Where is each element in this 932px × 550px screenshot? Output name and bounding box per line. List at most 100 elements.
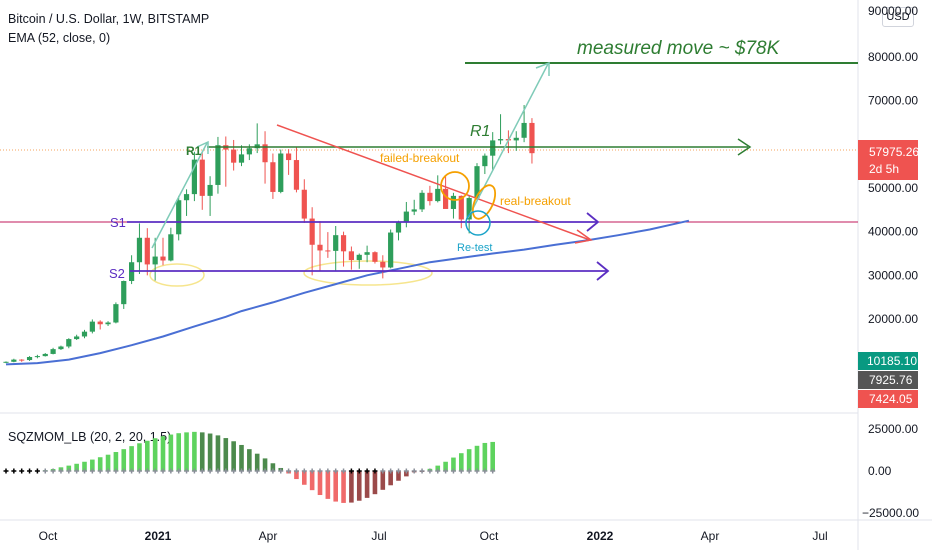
candle bbox=[293, 146, 300, 193]
candle bbox=[50, 347, 56, 355]
candle-body bbox=[325, 250, 331, 252]
candle bbox=[333, 225, 339, 271]
currency-badge[interactable]: USD bbox=[882, 7, 914, 27]
oscillator-bar bbox=[168, 434, 174, 471]
oscillator-bar bbox=[309, 471, 315, 491]
candle-body bbox=[301, 189, 307, 219]
oscillator-axis: 25000.00 0.00 −25000.00 bbox=[862, 422, 919, 520]
candle bbox=[81, 329, 88, 339]
oscillator-bar bbox=[145, 440, 150, 471]
oscillator-bar bbox=[90, 459, 95, 471]
oscillator-bar bbox=[333, 471, 338, 502]
candle-body bbox=[26, 356, 33, 361]
oscillator-bar bbox=[82, 461, 87, 471]
time-tick: Apr bbox=[259, 529, 278, 543]
measured-move-label: measured move ~ $78K bbox=[577, 38, 781, 59]
candle bbox=[160, 237, 166, 266]
oscillator-bar bbox=[129, 446, 134, 471]
candle bbox=[168, 227, 174, 262]
oscillator-bar bbox=[490, 441, 495, 471]
candle bbox=[348, 246, 354, 270]
candle-body bbox=[262, 144, 268, 163]
r1-arrowhead bbox=[737, 138, 752, 156]
candle bbox=[207, 176, 213, 216]
candle-body bbox=[270, 162, 276, 192]
candle-body bbox=[74, 336, 80, 340]
oscillator-bar bbox=[404, 471, 409, 477]
candle-body bbox=[427, 192, 433, 202]
price-tick: 80000.00 bbox=[868, 50, 918, 64]
candle-body bbox=[278, 153, 284, 192]
drawings-back bbox=[0, 149, 858, 287]
candle bbox=[317, 221, 323, 271]
oscillator-bar bbox=[270, 463, 276, 471]
down-trendline bbox=[276, 124, 591, 241]
candle bbox=[136, 223, 143, 275]
candle bbox=[388, 229, 394, 269]
candle bbox=[26, 356, 33, 361]
oscillator-bar bbox=[105, 454, 111, 471]
real-breakout-ellipse bbox=[471, 184, 497, 220]
candle bbox=[325, 232, 331, 258]
candle-body bbox=[411, 209, 417, 212]
candle bbox=[443, 176, 449, 209]
candle-body bbox=[66, 339, 72, 347]
oscillator-bar bbox=[113, 452, 119, 471]
oscillator-tick: 25000.00 bbox=[868, 422, 918, 436]
candle bbox=[490, 132, 496, 171]
candle-body bbox=[395, 222, 402, 233]
oscillator-bar bbox=[341, 471, 346, 503]
candle-body bbox=[50, 349, 56, 354]
price-tick: 20000.00 bbox=[868, 312, 918, 326]
oscillator-bar bbox=[262, 458, 268, 471]
oscillator-bar bbox=[459, 453, 464, 471]
candle-body bbox=[458, 195, 464, 220]
s2-label: S2 bbox=[109, 266, 125, 281]
oscillator-bar bbox=[474, 445, 480, 471]
s1-label: S1 bbox=[110, 215, 126, 230]
oscillator-bar bbox=[192, 431, 197, 471]
price-tick: 70000.00 bbox=[868, 94, 918, 108]
candle bbox=[458, 195, 464, 229]
last-price-countdown: 2d 5h bbox=[869, 162, 899, 176]
candle bbox=[270, 153, 276, 199]
candle bbox=[529, 118, 535, 164]
oscillator-bar bbox=[380, 471, 386, 490]
candle-body bbox=[364, 252, 370, 255]
price-badge-red: 7424.05 bbox=[858, 390, 918, 408]
failed-breakout-circle bbox=[440, 171, 470, 201]
candle bbox=[183, 189, 190, 216]
oscillator-bar bbox=[137, 443, 142, 471]
time-tick: Oct bbox=[39, 529, 58, 543]
candle bbox=[403, 201, 409, 228]
candle-body bbox=[238, 154, 245, 163]
r1-label-right: R1 bbox=[470, 123, 490, 140]
candle-body bbox=[152, 256, 158, 265]
candle bbox=[66, 338, 72, 349]
price-tick: 50000.00 bbox=[868, 181, 918, 195]
candle-body bbox=[293, 160, 300, 190]
oscillator-bar bbox=[396, 471, 401, 481]
oscillator-bar bbox=[482, 442, 488, 471]
candle bbox=[301, 179, 307, 223]
candle bbox=[105, 321, 111, 326]
candles-layer bbox=[3, 105, 535, 364]
oscillator-bar bbox=[121, 449, 127, 471]
candle-body bbox=[466, 198, 472, 220]
retest-label: Re-test bbox=[457, 242, 492, 254]
candle-body bbox=[521, 122, 527, 138]
candle bbox=[89, 319, 95, 334]
time-tick: Oct bbox=[480, 529, 499, 543]
candle bbox=[309, 207, 315, 276]
candle-body bbox=[176, 200, 182, 235]
real-breakout-label: real-breakout bbox=[500, 194, 571, 208]
oscillator-bar bbox=[231, 441, 236, 471]
candle bbox=[340, 231, 347, 267]
candle-body bbox=[529, 122, 535, 154]
candle bbox=[513, 131, 519, 151]
candle-body bbox=[231, 149, 237, 163]
candle bbox=[113, 302, 119, 324]
oscillator-bar bbox=[451, 457, 456, 471]
candle-body bbox=[333, 235, 339, 251]
